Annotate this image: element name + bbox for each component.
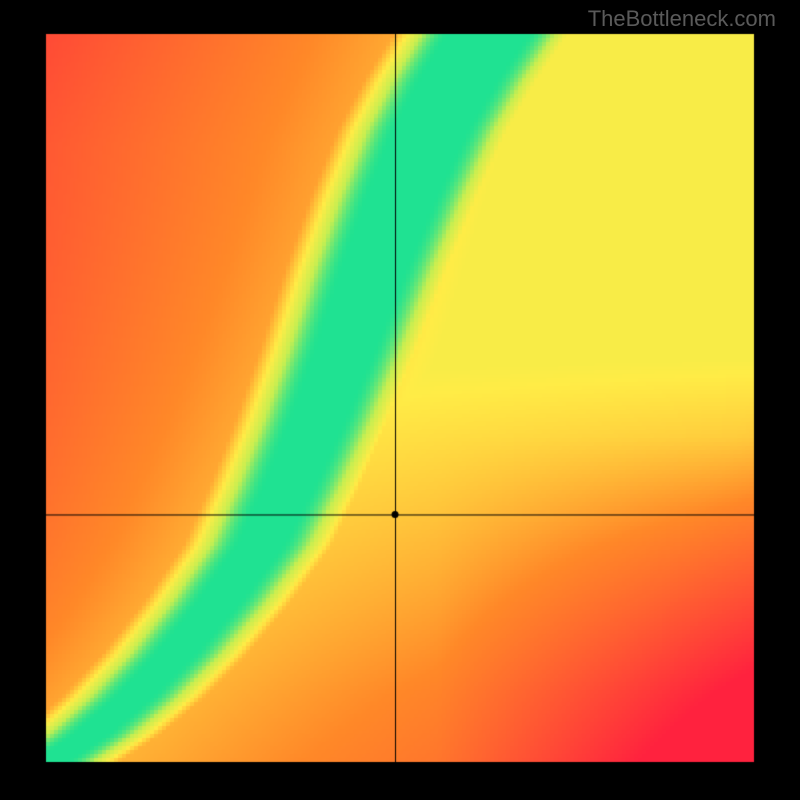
watermark-text: TheBottleneck.com <box>588 6 776 32</box>
heatmap-canvas <box>0 0 800 800</box>
chart-container: TheBottleneck.com <box>0 0 800 800</box>
